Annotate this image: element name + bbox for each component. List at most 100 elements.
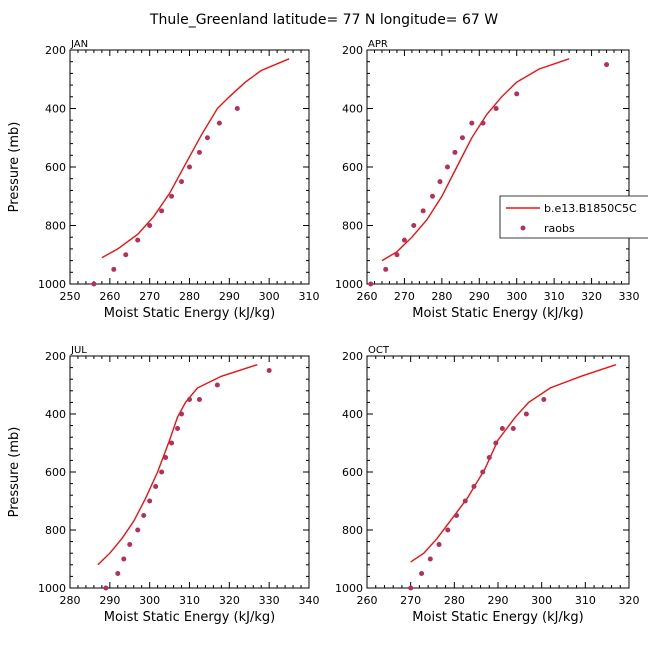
raobs-point <box>493 440 499 446</box>
raobs-point <box>604 62 610 68</box>
y-tick-label: 400 <box>45 103 66 116</box>
panel-jan: 250 260 270 280 290 300 310 200 400 600 800 1000 JAN… <box>7 39 320 321</box>
raobs-point <box>514 91 520 97</box>
plot-frame <box>69 355 310 589</box>
raobs-point <box>127 542 133 547</box>
y-tick-label: 400 <box>342 103 363 116</box>
raobs-point <box>394 252 400 258</box>
raobs-point <box>454 513 460 518</box>
x-tick-label: 290 <box>99 594 120 607</box>
panel-month-label: APR <box>368 39 388 50</box>
legend-raobs-label: raobs <box>544 222 575 235</box>
y-axis-label: Pressure (mb) <box>7 122 22 213</box>
x-tick-label: 270 <box>394 290 415 303</box>
x-tick-label: 310 <box>544 290 565 303</box>
panel-oct: 260 270 280 290 300 310 320 200 400 600 800 1000 OCT… <box>335 345 640 625</box>
legend-raobs-swatch <box>520 225 526 231</box>
y-tick-label: 800 <box>45 220 66 233</box>
x-tick-label: 270 <box>139 290 160 303</box>
x-tick-label: 300 <box>531 594 552 607</box>
raobs-point <box>91 281 97 287</box>
x-tick-label: 290 <box>488 594 509 607</box>
x-tick-label: 260 <box>99 290 120 303</box>
raobs-point <box>121 556 127 562</box>
raobs-point <box>510 426 516 431</box>
y-tick-label: 600 <box>342 161 363 174</box>
raobs-point <box>436 542 442 547</box>
raobs-point <box>266 368 272 373</box>
raobs-point <box>419 571 425 576</box>
raobs-point <box>523 411 529 417</box>
y-tick-label: 200 <box>342 44 363 57</box>
plot-frame <box>366 49 630 285</box>
panel-month-label: OCT <box>368 345 390 356</box>
raobs-point <box>115 571 121 576</box>
raobs-point <box>179 179 185 185</box>
x-tick-label: 290 <box>469 290 490 303</box>
x-axis-label: Moist Static Energy (kJ/kg) <box>104 306 275 321</box>
y-tick-label: 200 <box>342 350 363 363</box>
raobs-point <box>452 149 458 155</box>
x-tick-label: 340 <box>299 594 320 607</box>
y-tick-label: 800 <box>45 524 66 537</box>
model-series-line <box>97 364 258 566</box>
y-tick-label: 1000 <box>335 582 363 595</box>
raobs-point <box>411 223 417 228</box>
legend-box <box>499 195 648 239</box>
raobs-point <box>444 164 450 170</box>
y-tick-label: 200 <box>45 44 66 57</box>
x-tick-label: 310 <box>575 594 596 607</box>
raobs-point <box>493 106 499 111</box>
model-series-line <box>410 364 617 563</box>
y-tick-label: 1000 <box>38 278 66 291</box>
raobs-point <box>147 223 153 228</box>
raobs-point <box>214 382 220 388</box>
x-tick-label: 280 <box>179 290 200 303</box>
raobs-point <box>179 411 185 417</box>
raobs-point <box>401 237 407 243</box>
y-tick-label: 600 <box>45 161 66 174</box>
x-tick-label: 260 <box>357 290 378 303</box>
y-tick-label: 200 <box>45 350 66 363</box>
raobs-point <box>196 397 202 402</box>
raobs-point <box>427 556 433 562</box>
y-axis-label: Pressure (mb) <box>7 427 22 518</box>
raobs-point <box>420 208 426 214</box>
x-axis-label: Moist Static Energy (kJ/kg) <box>412 610 583 625</box>
x-tick-label: 280 <box>431 290 452 303</box>
y-tick-label: 400 <box>342 408 363 421</box>
raobs-point <box>430 193 435 199</box>
model-series-line <box>101 58 290 259</box>
raobs-point <box>216 120 222 126</box>
y-tick-label: 800 <box>342 524 363 537</box>
raobs-point <box>135 527 141 533</box>
raobs-point <box>471 484 477 489</box>
raobs-point <box>187 164 192 170</box>
x-tick-label: 270 <box>400 594 421 607</box>
figure-title: Thule_Greenland latitude= 77 N longitude… <box>149 12 498 28</box>
plot-frame <box>366 355 630 589</box>
x-tick-label: 310 <box>299 290 320 303</box>
raobs-point <box>141 513 147 518</box>
raobs-point <box>169 440 175 446</box>
raobs-point <box>499 426 505 431</box>
x-tick-label: 330 <box>619 290 640 303</box>
raobs-point <box>480 469 486 475</box>
raobs-point <box>169 193 175 199</box>
raobs-point <box>187 397 192 402</box>
raobs-point <box>368 281 374 287</box>
x-tick-label: 300 <box>139 594 160 607</box>
raobs-point <box>437 179 443 185</box>
raobs-point <box>123 252 129 258</box>
panel-jul: 280 290 300 310 320 330 340 200 400 600 800 1000 JUL… <box>7 345 320 625</box>
raobs-point <box>480 120 486 126</box>
panel-month-label: JUL <box>70 345 87 356</box>
raobs-point <box>175 426 181 431</box>
raobs-point <box>196 149 202 155</box>
x-tick-label: 310 <box>179 594 200 607</box>
x-tick-label: 320 <box>581 290 602 303</box>
raobs-point <box>153 484 159 489</box>
legend-model-label: b.e13.B1850C5C <box>544 202 637 215</box>
x-tick-label: 280 <box>444 594 465 607</box>
raobs-point <box>445 527 451 533</box>
